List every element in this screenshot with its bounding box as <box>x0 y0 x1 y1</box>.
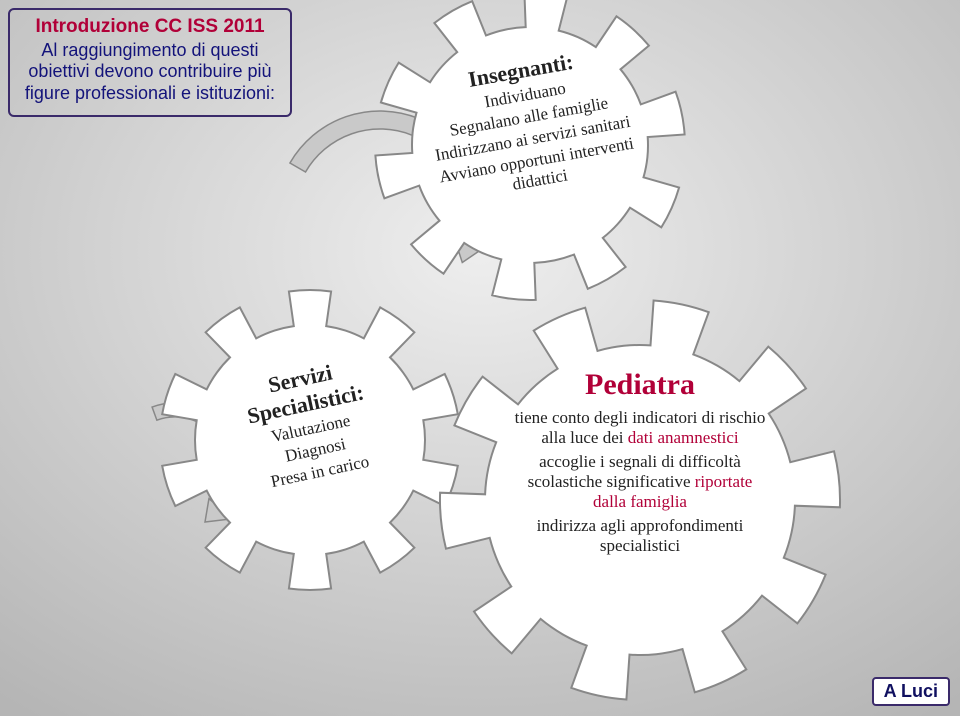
pediatra-paragraph: indirizza agli approfondimenti specialis… <box>512 516 768 556</box>
pediatra-paragraph: tiene conto degli indicatori di rischio … <box>512 408 768 448</box>
pediatra-highlight: dati anamnestici <box>628 428 739 447</box>
attribution-box: A Luci <box>872 677 950 706</box>
pediatra-gear-text: Pediatra tiene conto degli indicatori di… <box>512 368 768 560</box>
intro-box: Introduzione CC ISS 2011 Al raggiungimen… <box>8 8 292 117</box>
pediatra-paragraphs: tiene conto degli indicatori di rischio … <box>512 408 768 556</box>
intro-body: Al raggiungimento di questi obiettivi de… <box>20 40 280 105</box>
pediatra-heading: Pediatra <box>512 368 768 402</box>
pediatra-paragraph: accoglie i segnali di difficoltà scolast… <box>512 452 768 512</box>
intro-title: Introduzione CC ISS 2011 <box>20 16 280 38</box>
